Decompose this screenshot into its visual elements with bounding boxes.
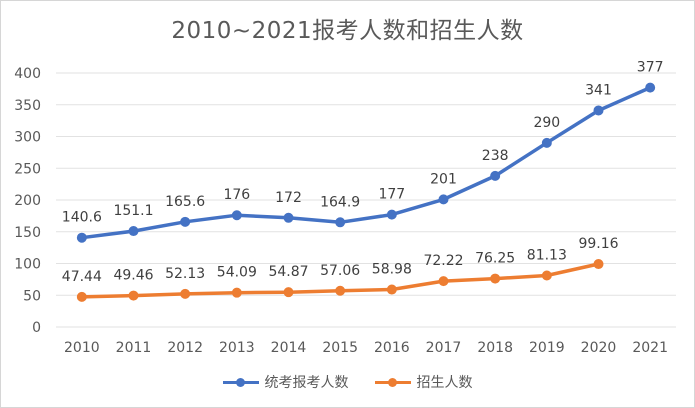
data-label: 176 <box>223 187 250 203</box>
data-label: 57.06 <box>320 263 360 279</box>
data-point <box>335 217 346 228</box>
data-label: 177 <box>378 187 405 203</box>
series-line-1 <box>80 85 652 240</box>
data-point <box>593 105 604 116</box>
x-tick-label: 2019 <box>529 340 565 356</box>
y-tick-label: 400 <box>14 66 41 82</box>
chart-title: 2010~2021报考人数和招生人数 <box>171 18 524 44</box>
data-label: 172 <box>275 190 302 206</box>
data-label: 165.6 <box>165 194 205 210</box>
x-tick-label: 2011 <box>116 340 152 356</box>
data-label: 81.13 <box>527 247 567 263</box>
data-label: 377 <box>637 60 664 76</box>
data-point <box>438 276 449 287</box>
data-point <box>335 285 346 296</box>
data-label: 290 <box>533 115 560 131</box>
data-point <box>180 216 191 227</box>
data-point <box>128 290 139 301</box>
data-label: 238 <box>482 148 509 164</box>
data-label: 140.6 <box>62 210 102 226</box>
x-tick-label: 2012 <box>167 340 203 356</box>
x-tick-label: 2020 <box>581 340 617 356</box>
data-point <box>593 259 604 270</box>
data-label: 47.44 <box>62 269 102 285</box>
legend-label: 统考报考人数 <box>264 375 349 391</box>
legend-swatch <box>374 375 411 389</box>
x-tick-label: 2016 <box>374 340 410 356</box>
data-point <box>180 288 191 299</box>
x-tick-label: 2017 <box>426 340 462 356</box>
chart-legend: 统考报考人数 招生人数 <box>1 372 694 392</box>
data-label: 76.25 <box>475 251 515 267</box>
legend-item-2: 招生人数 <box>374 372 473 392</box>
legend-item-1: 统考报考人数 <box>222 372 349 392</box>
data-point <box>231 287 242 298</box>
y-tick-label: 300 <box>14 130 41 146</box>
y-tick-label: 100 <box>14 257 41 273</box>
data-label: 164.9 <box>320 194 360 210</box>
data-point <box>128 226 139 237</box>
x-tick-label: 2013 <box>219 340 255 356</box>
data-point <box>76 232 87 243</box>
data-point <box>438 194 449 205</box>
data-label: 49.46 <box>113 268 153 284</box>
x-tick-label: 2014 <box>271 340 307 356</box>
y-tick-label: 0 <box>32 320 41 336</box>
data-point <box>386 284 397 295</box>
y-tick-label: 150 <box>14 225 41 241</box>
legend-swatch <box>222 375 259 389</box>
y-tick-label: 200 <box>14 193 41 209</box>
data-point <box>541 270 552 281</box>
data-label: 58.98 <box>372 262 412 278</box>
legend-label: 招生人数 <box>416 375 473 391</box>
data-point <box>283 287 294 298</box>
data-point <box>490 170 501 181</box>
y-tick-label: 50 <box>23 288 41 304</box>
x-tick-label: 2018 <box>477 340 513 356</box>
data-label: 54.09 <box>217 265 257 281</box>
data-label: 201 <box>430 171 457 187</box>
x-tick-label: 2015 <box>322 340 358 356</box>
data-point <box>386 209 397 220</box>
y-tick-label: 250 <box>14 161 41 177</box>
data-point <box>76 291 87 302</box>
x-tick-label: 2021 <box>632 340 668 356</box>
data-label: 151.1 <box>113 203 153 219</box>
x-tick-label: 2010 <box>64 340 100 356</box>
data-label: 52.13 <box>165 266 205 282</box>
data-label: 72.22 <box>423 253 463 269</box>
data-point <box>541 137 552 148</box>
data-label: 341 <box>585 82 612 98</box>
y-tick-label: 350 <box>14 98 41 114</box>
data-label: 54.87 <box>268 264 308 280</box>
data-point <box>231 210 242 221</box>
data-point <box>283 212 294 223</box>
data-point <box>645 82 656 93</box>
data-label: 99.16 <box>578 236 618 252</box>
data-point <box>490 273 501 284</box>
